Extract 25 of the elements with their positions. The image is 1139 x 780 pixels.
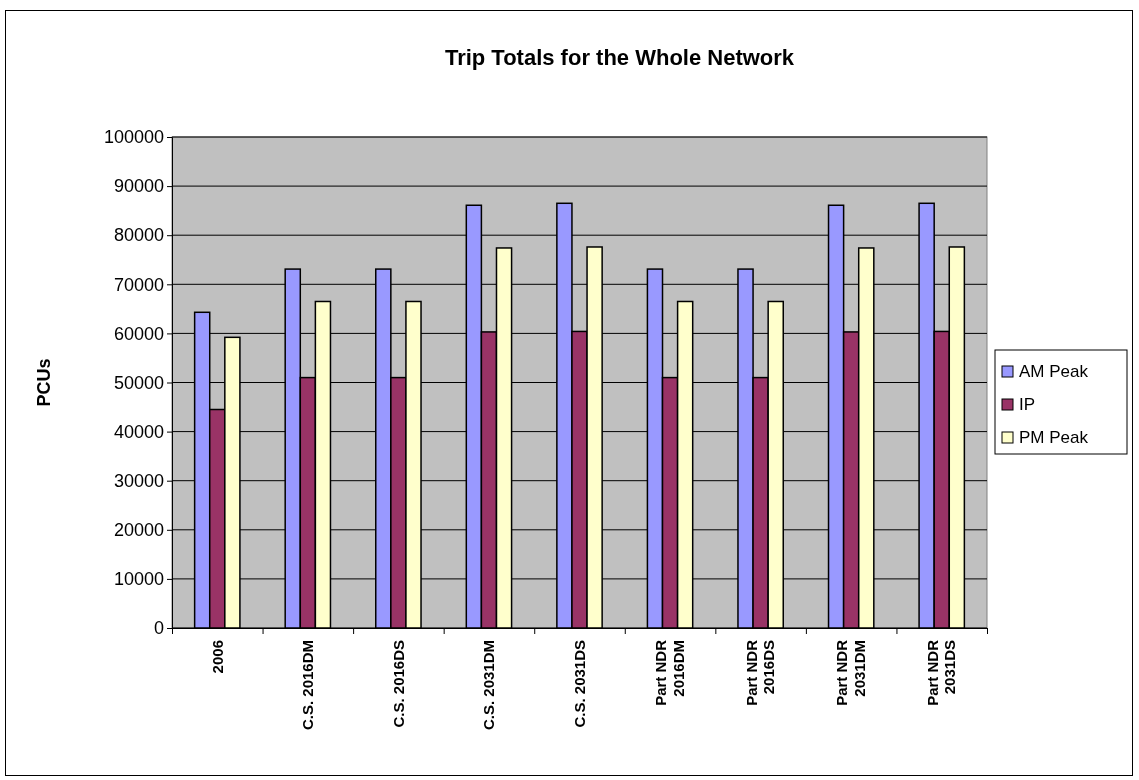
x-tick-label: C.S. 2016DM — [299, 640, 317, 731]
x-tick-label: C.S. 2031DM — [480, 640, 498, 731]
legend-label: IP — [1019, 395, 1036, 414]
y-tick-label: 90000 — [113, 176, 164, 197]
y-tick-label: 30000 — [113, 470, 164, 491]
y-tick-label: 100000 — [103, 127, 164, 148]
x-tick-label: Part NDR 2016DM — [652, 639, 687, 706]
y-tick-label: 80000 — [113, 225, 164, 246]
y-tick-label: 50000 — [113, 372, 164, 393]
x-tick-label: 2006 — [208, 640, 226, 674]
x-tick-label: C.S. 2016DS — [389, 640, 407, 728]
x-tick-label: Part NDR 2031DM — [833, 639, 868, 706]
legend-label: AM Peak — [1019, 362, 1089, 381]
x-tick-label: C.S. 2031DS — [570, 640, 588, 728]
y-tick-label: 0 — [153, 618, 164, 639]
x-tick-label: Part NDR 2031DS — [923, 639, 959, 706]
x-tick-label: Part NDR 2016DS — [742, 639, 778, 706]
y-tick-label: 10000 — [113, 569, 164, 590]
y-tick-label: 20000 — [113, 520, 164, 541]
y-tick-label: 40000 — [113, 421, 164, 442]
y-axis-title: PCUs — [34, 358, 54, 407]
y-tick-label: 60000 — [113, 323, 164, 344]
y-tick-label: 70000 — [113, 274, 164, 295]
legend-label: PM Peak — [1019, 428, 1089, 447]
chart-title: Trip Totals for the Whole Network — [444, 45, 795, 70]
